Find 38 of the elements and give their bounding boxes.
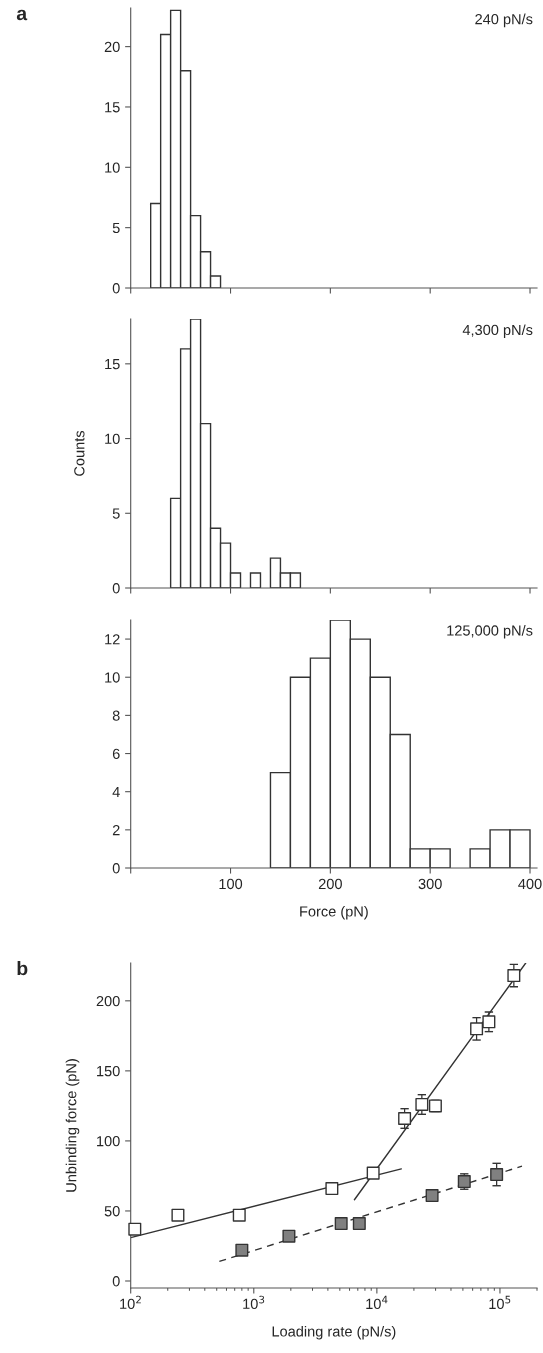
- text: b: [17, 961, 28, 976]
- x-tick-label: 10$^{4}$: [366, 1295, 388, 1310]
- text: a: [16, 9, 28, 21]
- annotation: 125,000 pN/s: [447, 624, 533, 639]
- y-tick-label: 15: [105, 102, 120, 113]
- x-axis-title: Loading rate (pN/s): [272, 1325, 396, 1340]
- y-axis-title: Unbinding force (pN): [65, 1059, 80, 1192]
- y-tick-label: 12: [105, 634, 120, 645]
- y-tick-label: 15: [105, 359, 120, 370]
- x-tick-label: 300: [418, 878, 442, 890]
- y-tick-label: 10: [105, 162, 120, 173]
- y-tick-label: 4: [112, 786, 120, 797]
- y-tick-label: 5: [112, 222, 120, 234]
- x-tick-label: 10$^{2}$: [120, 1295, 141, 1310]
- y-tick-label: 0: [112, 583, 120, 594]
- y-tick-label: 150: [97, 1065, 120, 1077]
- y-tick-label: 100: [97, 1136, 120, 1147]
- y-tick-label: 20: [104, 41, 120, 53]
- annotation: 4,300 pN/s: [462, 324, 533, 338]
- y-tick-label: 8: [112, 710, 120, 721]
- y-tick-label: 0: [112, 283, 120, 294]
- y-tick-label: 50: [104, 1206, 120, 1217]
- y-tick-label: 2: [112, 824, 120, 836]
- y-tick-label: 10: [105, 433, 120, 444]
- y-tick-label: 6: [112, 748, 120, 759]
- x-axis-title: Force (pN): [300, 905, 368, 920]
- y-axis-title: Counts: [74, 430, 85, 476]
- annotation: 240 pN/s: [475, 13, 533, 28]
- y-tick-label: 5: [112, 508, 120, 519]
- x-tick-label: 400: [518, 878, 542, 890]
- x-tick-label: 100: [219, 878, 243, 890]
- y-tick-label: 10: [105, 672, 120, 683]
- y-tick-label: 200: [96, 995, 120, 1007]
- x-tick-label: 200: [318, 878, 342, 890]
- x-tick-label: 10$^{5}$: [489, 1295, 511, 1310]
- y-tick-label: 0: [112, 1276, 120, 1287]
- x-tick-label: 10$^{3}$: [243, 1295, 265, 1310]
- y-tick-label: 0: [112, 863, 120, 874]
